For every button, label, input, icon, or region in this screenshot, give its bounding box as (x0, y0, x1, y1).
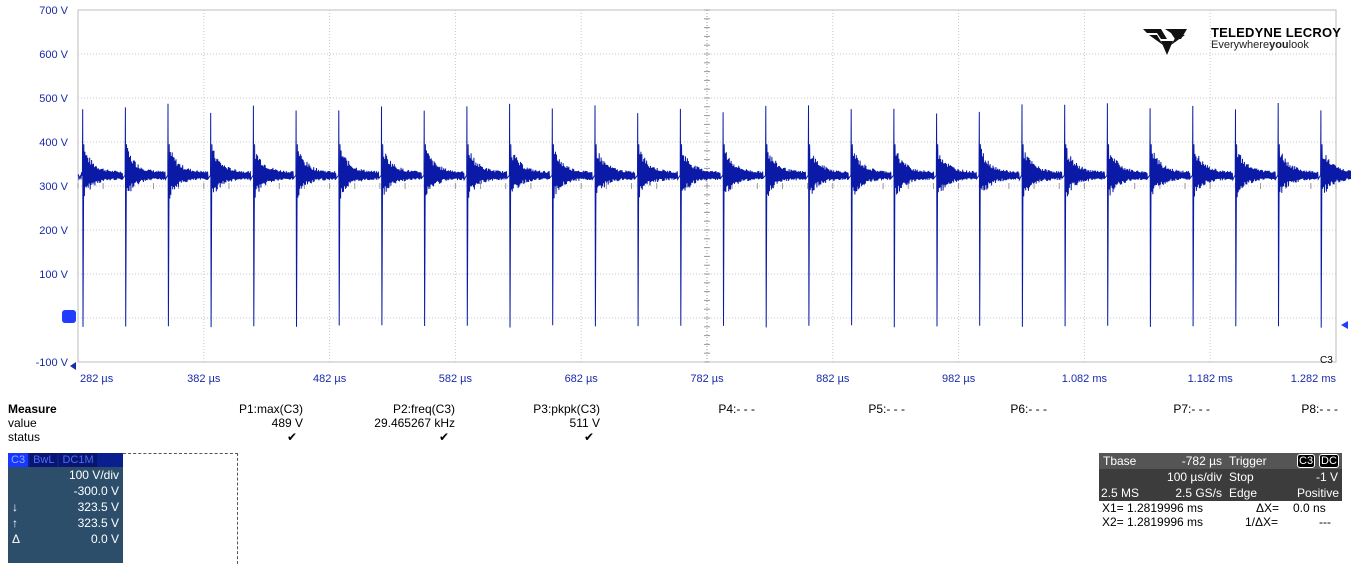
timebase-trigger-panel[interactable]: Tbase -782 µs Trigger C3 DC 100 µs/div S… (1099, 453, 1342, 529)
time-per-div-cell[interactable]: 100 µs/div (1099, 469, 1226, 485)
channel-offset: -300.0 V (73, 484, 119, 498)
cursor-delta-value: 0.0 V (90, 532, 119, 546)
tbase-value: -782 µs (1181, 454, 1222, 468)
y-tick-label: 500 V (39, 93, 68, 105)
x-tick-label: 882 µs (816, 373, 850, 385)
param-label-p7[interactable]: P7:- - - (1173, 402, 1210, 416)
sample-cell[interactable]: 2.5 MS 2.5 GS/s (1099, 485, 1226, 501)
volts-per-div: 100 V/div (68, 468, 119, 482)
y-tick-label: 200 V (39, 225, 68, 237)
inv-dx-value: --- (1319, 515, 1331, 529)
trigger-cell[interactable]: Trigger C3 DC (1226, 453, 1342, 469)
x-tick-label: 1.182 ms (1188, 373, 1234, 385)
x-tick-label: 582 µs (439, 373, 473, 385)
channel-c3-descriptor[interactable]: C3 BwL DC1M 100 V/div -300.0 V ↓ 323.5 V … (8, 453, 123, 563)
trigger-slope: Positive (1296, 486, 1339, 500)
delta-icon: Δ (12, 532, 21, 546)
param-value-p3: 511 V (569, 416, 600, 430)
sample-rate: 2.5 GS/s (1175, 486, 1222, 500)
x-tick-label: 1.282 ms (1291, 373, 1337, 385)
scroll-left-arrow-icon[interactable] (70, 362, 76, 370)
y-tick-label: 100 V (39, 269, 68, 281)
inv-dx-label: 1/ΔX= (1245, 515, 1279, 529)
dx-value: 0.0 ns (1293, 501, 1326, 515)
brand-name: TELEDYNE LECROY (1211, 25, 1342, 40)
x2-label: X2= (1102, 515, 1124, 529)
measure-status-row: status ✔ ✔ ✔ (8, 430, 1344, 444)
param-value-p2: 29.465267 kHz (374, 416, 455, 430)
trigger-channel-badge: C3 (1297, 454, 1316, 468)
measure-header-row: Measure P1:max(C3) P2:freq(C3) P3:pkpk(C3)… (8, 402, 1344, 416)
trigger-mode-cell[interactable]: Stop -1 V (1226, 469, 1342, 485)
trigger-type: Edge (1229, 486, 1258, 500)
trigger-level: -1 V (1315, 470, 1338, 484)
empty-descriptor-slot[interactable] (123, 453, 238, 564)
x-tick-label: 482 µs (313, 373, 347, 385)
brand-tagline: Everywhereyoulook (1211, 39, 1309, 51)
param-label-p1[interactable]: P1:max(C3) (238, 402, 303, 416)
cursor-2-value: 323.5 V (77, 516, 119, 530)
measure-title: Measure (8, 402, 57, 416)
cursor-1-value: 323.5 V (77, 500, 119, 514)
timebase-cell[interactable]: Tbase -782 µs (1099, 453, 1226, 469)
dx-label: ΔX= (1256, 501, 1280, 515)
sample-count: 2.5 MS (1101, 486, 1140, 500)
param-label-p3[interactable]: P3:pkpk(C3) (533, 402, 600, 416)
x-axis-tick-labels: 282 µs 382 µs 482 µs 582 µs 682 µs 782 µs 882 … (80, 373, 1336, 385)
channel-tab-c3[interactable]: C3 (8, 453, 29, 467)
teledyne-lecroy-logo: TELEDYNE LECROY Everywhereyoulook (1143, 25, 1343, 62)
graticule (77, 9, 1337, 363)
y-tick-label: 400 V (39, 137, 68, 149)
cursor-x1-row: X1= 1.2819996 ms ΔX= 0.0 ns (1099, 501, 1342, 515)
x2-value: 1.2819996 ms (1127, 515, 1204, 529)
teledyne-logo-icon (1143, 29, 1187, 55)
param-status-check-icon: ✔ (438, 430, 449, 444)
param-label-p5[interactable]: P5:- - - (868, 402, 905, 416)
measure-value-row: value 489 V 29.465267 kHz 511 V (8, 416, 1344, 430)
param-label-p8[interactable]: P8:- - - (1301, 402, 1338, 416)
x1-value: 1.2819996 ms (1127, 501, 1204, 515)
x1-label: X1= (1102, 501, 1124, 515)
c3-waveform-trace (77, 102, 1351, 328)
x-tick-label: 282 µs (80, 373, 114, 385)
x-tick-label: 782 µs (690, 373, 724, 385)
cursor-up-icon: ↑ (12, 516, 18, 530)
trigger-type-cell[interactable]: Edge Positive (1226, 485, 1342, 501)
trace-label: C3 (1320, 355, 1333, 366)
param-label-p6[interactable]: P6:- - - (1010, 402, 1047, 416)
trigger-coupling-badge: DC (1319, 454, 1339, 468)
status-row-label: status (8, 430, 41, 444)
measure-table: Measure P1:max(C3) P2:freq(C3) P3:pkpk(C3)… (8, 402, 1344, 444)
trigger-label: Trigger (1229, 454, 1267, 468)
x-tick-label: 982 µs (942, 373, 976, 385)
cursor-x2-row: X2= 1.2819996 ms 1/ΔX= --- (1099, 515, 1342, 529)
param-value-p1: 489 V (271, 416, 303, 430)
value-row-label: value (8, 416, 37, 430)
x-tick-label: 682 µs (565, 373, 599, 385)
x-tick-label: 382 µs (187, 373, 221, 385)
channel-tabs: C3 BwL DC1M (8, 453, 123, 467)
y-tick-label: 600 V (39, 49, 68, 61)
param-label-p2[interactable]: P2:freq(C3) (392, 402, 455, 416)
tbase-label: Tbase (1103, 454, 1137, 468)
x-tick-label: 1.082 ms (1062, 373, 1108, 385)
y-tick-label: 300 V (39, 181, 68, 193)
param-label-p4[interactable]: P4:- - - (718, 402, 755, 416)
channel-tab-bwl[interactable]: BwL (30, 453, 58, 467)
cursor-down-icon: ↓ (12, 500, 18, 514)
param-status-check-icon: ✔ (286, 430, 297, 444)
time-per-div: 100 µs/div (1167, 470, 1222, 484)
trigger-level-arrow-icon[interactable] (1341, 321, 1348, 329)
param-status-check-icon: ✔ (583, 430, 594, 444)
y-tick-label: -100 V (36, 357, 69, 369)
trigger-mode: Stop (1229, 470, 1254, 484)
ground-marker-icon[interactable] (62, 310, 76, 323)
y-tick-label: 700 V (39, 5, 68, 17)
channel-tab-coupling[interactable]: DC1M (59, 453, 97, 467)
